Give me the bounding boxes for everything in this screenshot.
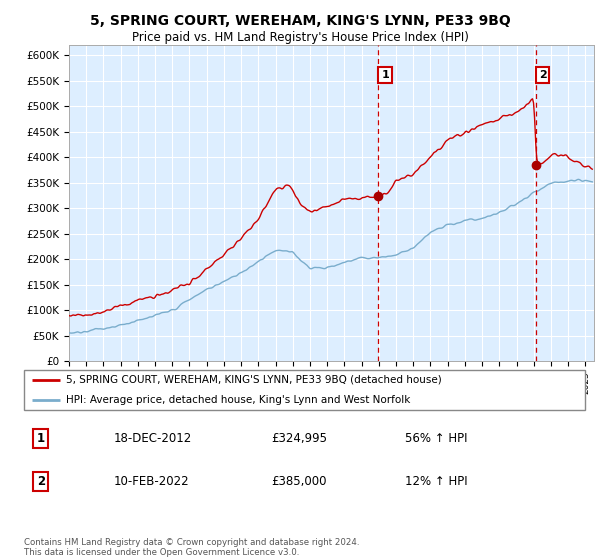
Text: Price paid vs. HM Land Registry's House Price Index (HPI): Price paid vs. HM Land Registry's House … [131, 31, 469, 44]
Text: HPI: Average price, detached house, King's Lynn and West Norfolk: HPI: Average price, detached house, King… [66, 395, 410, 405]
Text: 5, SPRING COURT, WEREHAM, KING'S LYNN, PE33 9BQ: 5, SPRING COURT, WEREHAM, KING'S LYNN, P… [89, 14, 511, 28]
Text: £324,995: £324,995 [271, 432, 327, 445]
Text: 1: 1 [37, 432, 45, 445]
FancyBboxPatch shape [24, 370, 585, 410]
Text: £385,000: £385,000 [271, 475, 326, 488]
Text: 1: 1 [381, 70, 389, 80]
Text: 5, SPRING COURT, WEREHAM, KING'S LYNN, PE33 9BQ (detached house): 5, SPRING COURT, WEREHAM, KING'S LYNN, P… [66, 375, 442, 385]
Text: 18-DEC-2012: 18-DEC-2012 [114, 432, 192, 445]
Text: 10-FEB-2022: 10-FEB-2022 [114, 475, 190, 488]
Text: 2: 2 [539, 70, 547, 80]
Text: 12% ↑ HPI: 12% ↑ HPI [406, 475, 468, 488]
Text: 2: 2 [37, 475, 45, 488]
Text: 56% ↑ HPI: 56% ↑ HPI [406, 432, 468, 445]
Text: Contains HM Land Registry data © Crown copyright and database right 2024.
This d: Contains HM Land Registry data © Crown c… [24, 538, 359, 557]
